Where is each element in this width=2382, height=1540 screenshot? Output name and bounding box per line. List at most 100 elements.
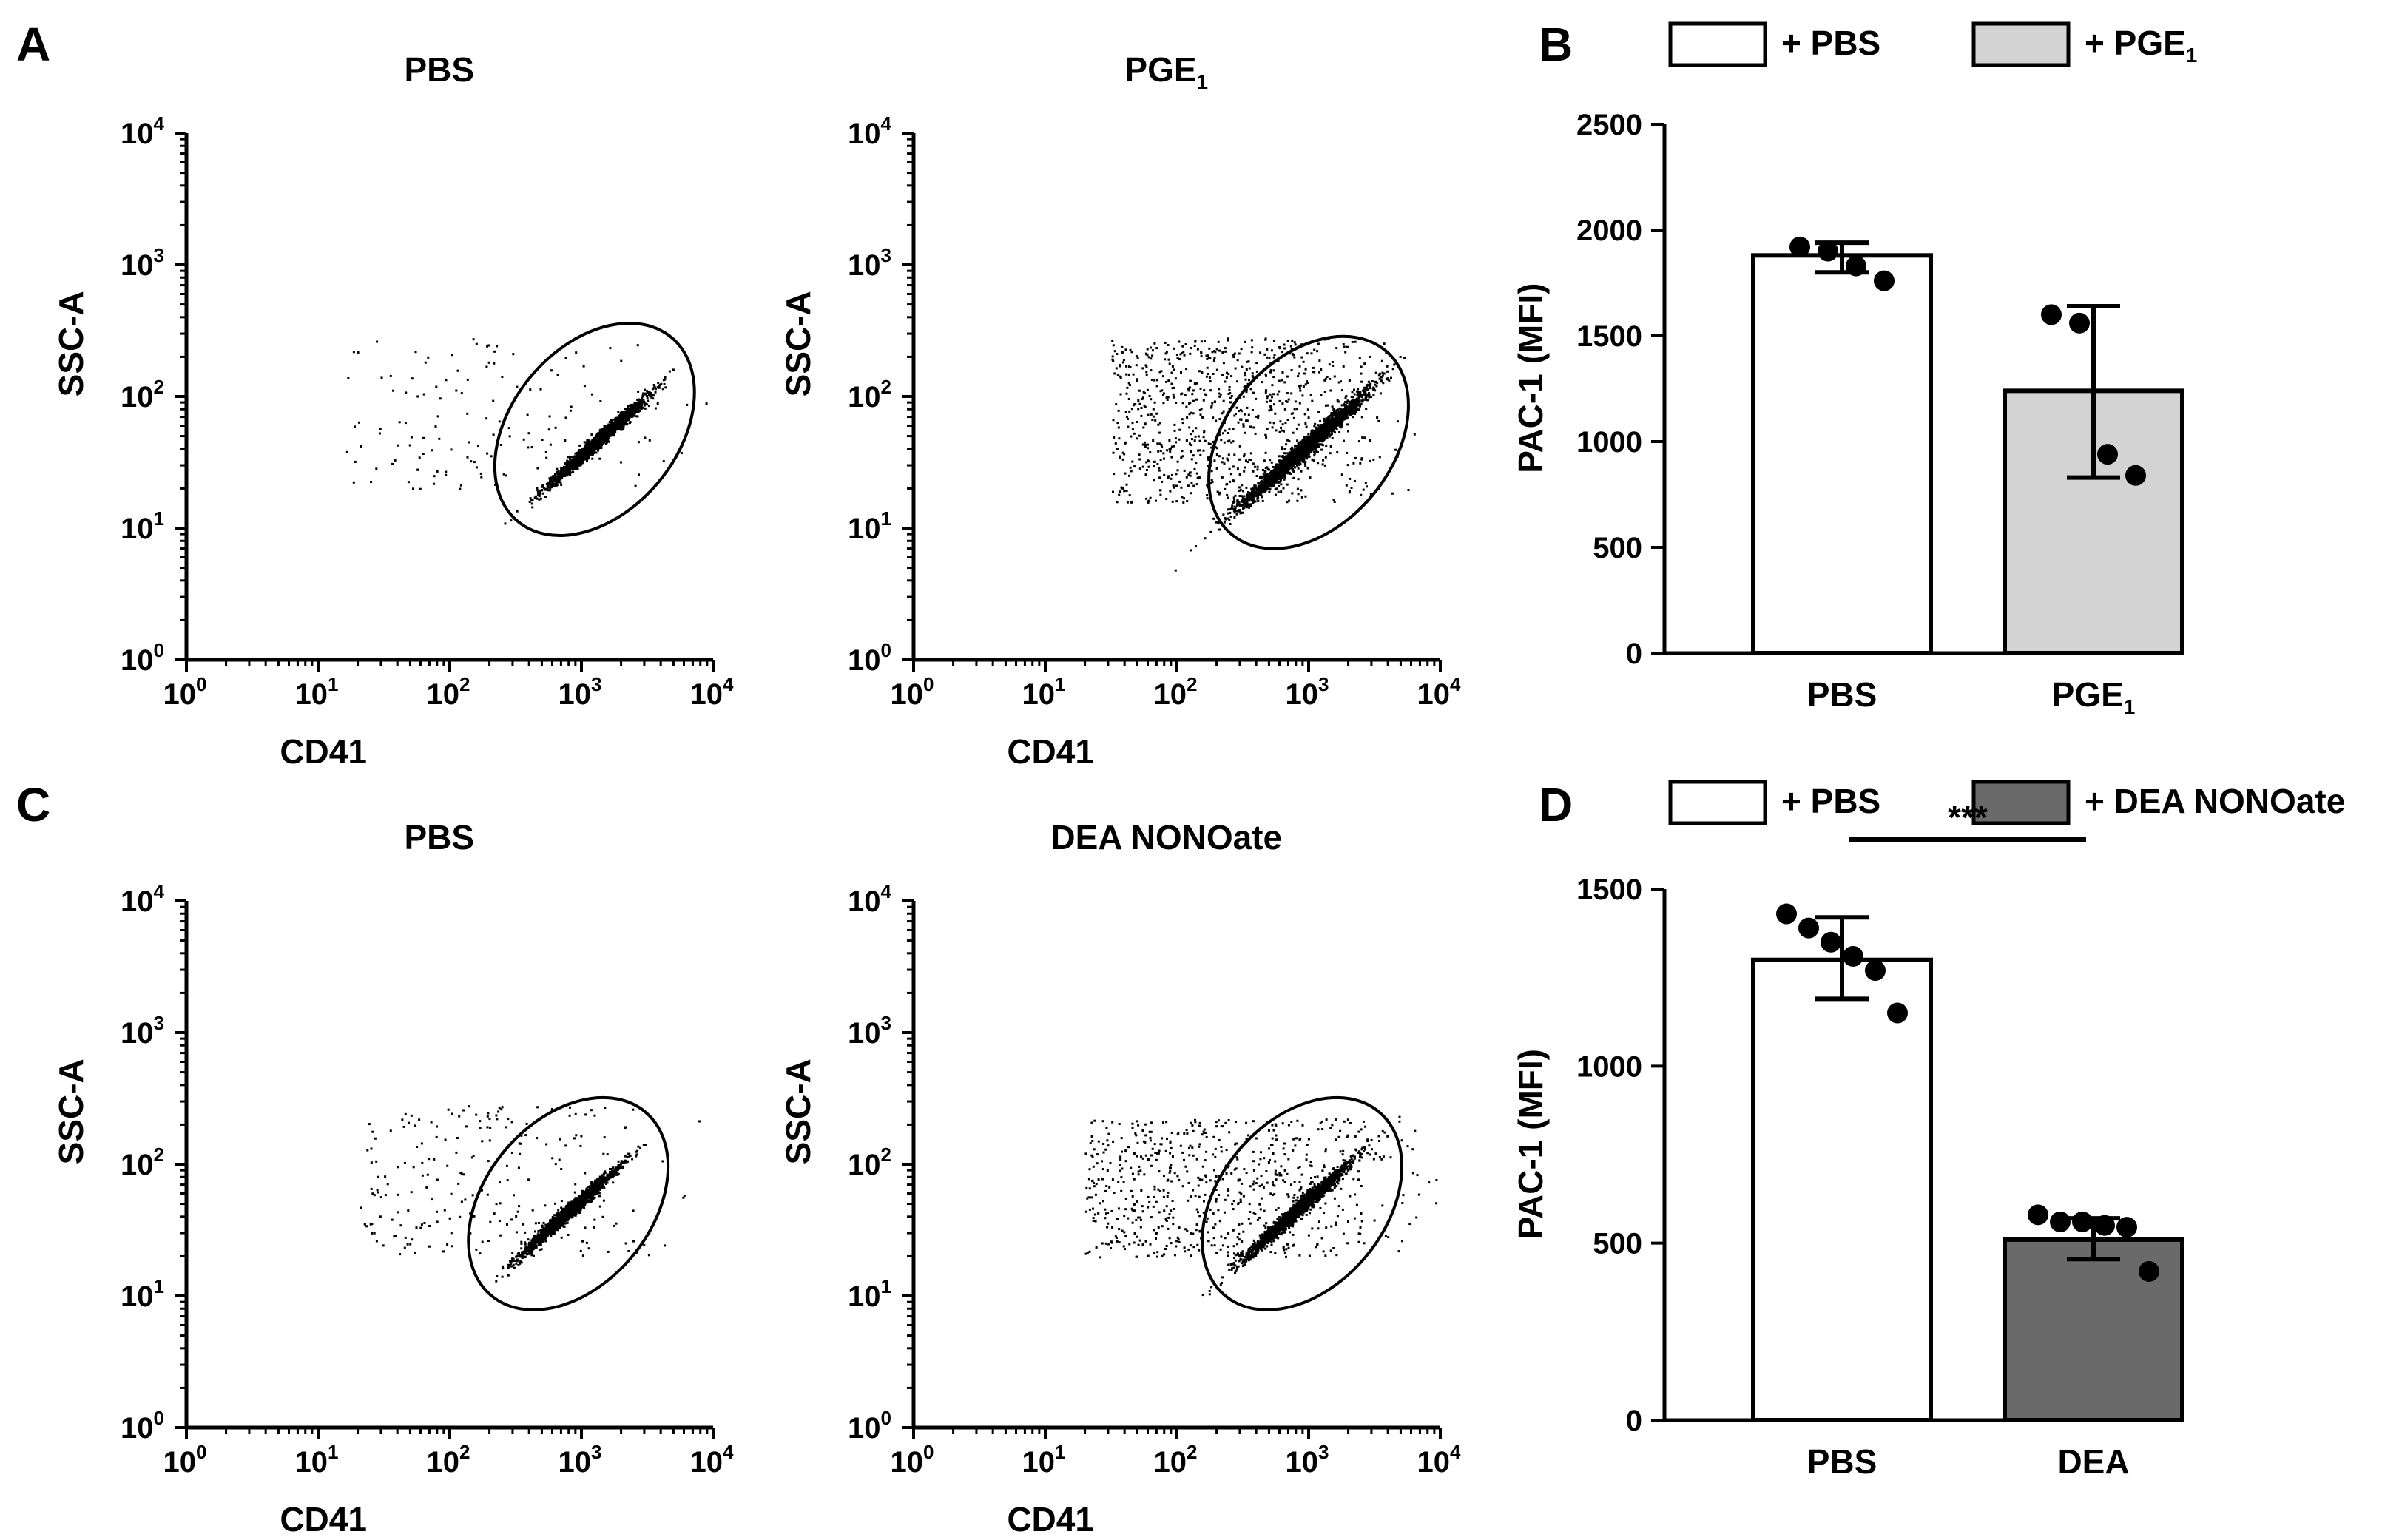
- event-dot: [597, 442, 600, 445]
- event-dot: [606, 439, 609, 442]
- event-dot: [583, 456, 586, 459]
- event-dot: [608, 436, 610, 439]
- event-dot: [635, 415, 638, 418]
- event-dot: [1241, 504, 1244, 507]
- event-dot: [566, 459, 569, 462]
- event-dot: [557, 470, 560, 473]
- event-dot: [561, 476, 564, 479]
- event-dot: [1263, 478, 1266, 481]
- event-dot: [1233, 505, 1236, 508]
- event-dot: [587, 451, 590, 453]
- event-dot: [545, 456, 548, 459]
- event-dot: [1297, 442, 1300, 445]
- event-dot: [1358, 393, 1361, 396]
- event-dot: [643, 404, 646, 407]
- event-dot: [620, 422, 623, 425]
- event-dot: [376, 340, 379, 343]
- event-dot: [548, 477, 551, 480]
- tick-base: 10: [848, 513, 881, 545]
- event-dot: [1236, 510, 1239, 513]
- event-dot: [1354, 413, 1357, 415]
- event-dot: [575, 351, 578, 354]
- event-dot: [596, 440, 599, 443]
- event-dot: [638, 406, 641, 409]
- event-dot: [582, 453, 585, 455]
- event-dot: [455, 389, 458, 392]
- event-dot: [1252, 499, 1255, 501]
- event-dot: [644, 436, 647, 439]
- event-dot: [501, 376, 504, 378]
- event-dot: [1322, 425, 1325, 428]
- event-dot: [558, 472, 561, 475]
- event-dot: [1223, 521, 1226, 524]
- event-dot: [597, 446, 600, 449]
- event-dot: [615, 427, 617, 430]
- event-dot: [1278, 459, 1281, 462]
- event-dot: [510, 519, 513, 522]
- event-dot: [539, 388, 542, 391]
- event-dot: [1357, 401, 1359, 404]
- event-dot: [549, 443, 552, 446]
- event-dot: [1376, 382, 1379, 385]
- event-dot: [1390, 376, 1392, 379]
- event-dot: [1266, 488, 1269, 491]
- event-dot: [581, 462, 584, 465]
- event-dot: [627, 417, 630, 420]
- event-dot: [405, 422, 407, 425]
- event-dot: [1313, 450, 1316, 453]
- event-dot: [623, 419, 626, 422]
- event-dot: [1238, 501, 1241, 504]
- event-dot: [357, 351, 360, 354]
- tick-base: 10: [121, 644, 154, 677]
- event-dot: [1264, 470, 1267, 473]
- event-dot: [652, 397, 655, 400]
- event-dot: [541, 485, 544, 488]
- event-dot: [1375, 385, 1378, 388]
- event-dot: [590, 444, 593, 446]
- event-dot: [1233, 511, 1236, 514]
- event-dot: [1295, 444, 1298, 447]
- event-dot: [1312, 443, 1315, 446]
- event-dot: [1328, 435, 1331, 438]
- event-dot: [624, 417, 627, 420]
- event-dot: [1355, 401, 1358, 404]
- event-dot: [1282, 456, 1285, 459]
- event-dot: [466, 378, 469, 381]
- event-dot: [644, 407, 647, 410]
- event-dot: [616, 427, 619, 430]
- event-dot: [1343, 416, 1346, 419]
- event-dot: [640, 403, 643, 406]
- event-dot: [616, 424, 619, 427]
- event-dot: [410, 436, 413, 439]
- event-dot: [654, 407, 657, 410]
- event-dot: [627, 419, 630, 422]
- event-dot: [1300, 457, 1303, 460]
- event-dot: [619, 420, 622, 423]
- event-dot: [576, 467, 578, 470]
- event-dot: [541, 492, 544, 495]
- event-dot: [632, 409, 635, 412]
- event-dot: [637, 441, 640, 444]
- tick-base: 10: [121, 381, 154, 413]
- event-dot: [492, 399, 495, 402]
- event-dot: [653, 385, 656, 388]
- event-dot: [658, 386, 661, 389]
- event-dot: [422, 453, 425, 455]
- tick-exponent: 4: [881, 112, 892, 135]
- event-dot: [615, 420, 618, 423]
- event-dot: [1314, 422, 1317, 425]
- event-dot: [1280, 459, 1283, 462]
- event-dot: [561, 467, 564, 470]
- event-dot: [468, 441, 470, 444]
- event-dot: [375, 467, 378, 470]
- scatter-plot-1: PBS100100101101102102103103104104CD41SSC…: [52, 50, 734, 771]
- event-dot: [657, 382, 660, 385]
- event-dot: [1306, 435, 1309, 438]
- event-dot: [638, 400, 640, 403]
- event-dots: [1111, 337, 1416, 572]
- event-dot: [475, 466, 478, 469]
- event-dot: [569, 465, 572, 467]
- y-tick-label: 100: [121, 639, 164, 677]
- event-dot: [436, 470, 439, 473]
- event-dot: [418, 456, 421, 459]
